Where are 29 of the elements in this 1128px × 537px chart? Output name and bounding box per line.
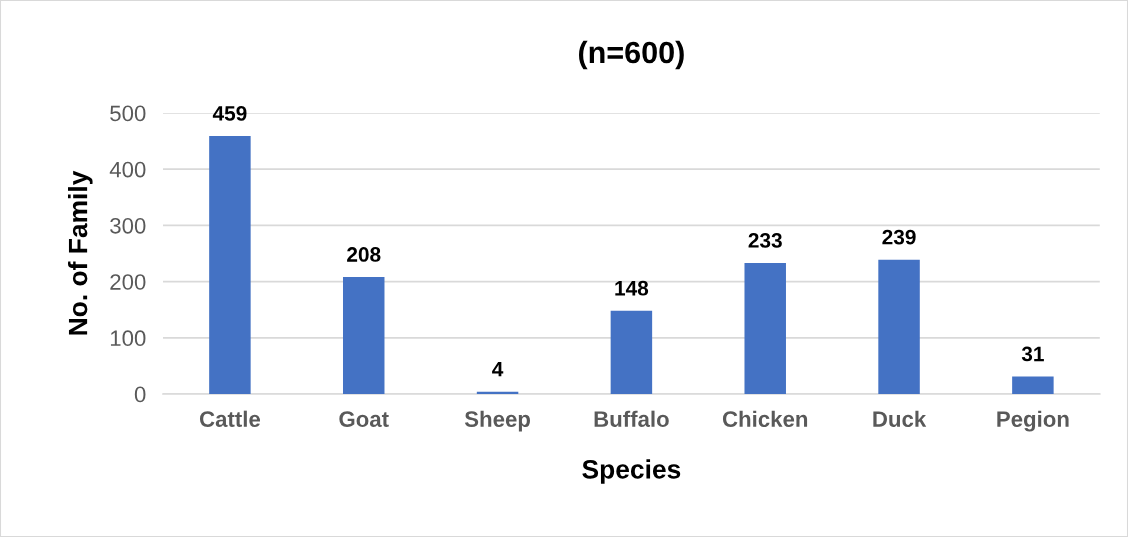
y-tick-label: 400	[109, 161, 146, 178]
data-label: 233	[748, 233, 782, 248]
x-tick-label: Chicken	[722, 410, 808, 427]
x-tick-label: Buffalo	[594, 410, 669, 427]
y-tick-label: 300	[110, 217, 146, 234]
y-axis-title: No. of Family	[67, 170, 93, 335]
y-tick-label: 500	[110, 105, 146, 122]
x-axis-title: Species	[582, 459, 681, 484]
data-label: 459	[212, 106, 247, 121]
data-label: 208	[347, 247, 381, 262]
data-label: 31	[1021, 346, 1044, 362]
bar	[1012, 376, 1054, 394]
bar	[209, 136, 251, 394]
bar	[744, 263, 786, 394]
y-tick-label: 100	[110, 330, 146, 347]
x-tick-label: Goat	[339, 411, 389, 427]
x-tick-label: Pegion	[997, 410, 1069, 432]
y-tick-label: 0	[134, 386, 146, 403]
bar	[610, 310, 653, 394]
data-label: 239	[882, 229, 916, 245]
x-tick-label: Cattle	[199, 410, 261, 427]
data-label: 4	[492, 361, 504, 377]
bar	[878, 259, 920, 394]
y-tick-label: 200	[110, 274, 146, 290]
x-tick-label: Sheep	[464, 410, 530, 432]
chart-title: (n=600)	[579, 40, 684, 70]
x-tick-label: Duck	[873, 410, 927, 427]
bar	[343, 277, 385, 394]
data-label: 148	[615, 280, 649, 296]
